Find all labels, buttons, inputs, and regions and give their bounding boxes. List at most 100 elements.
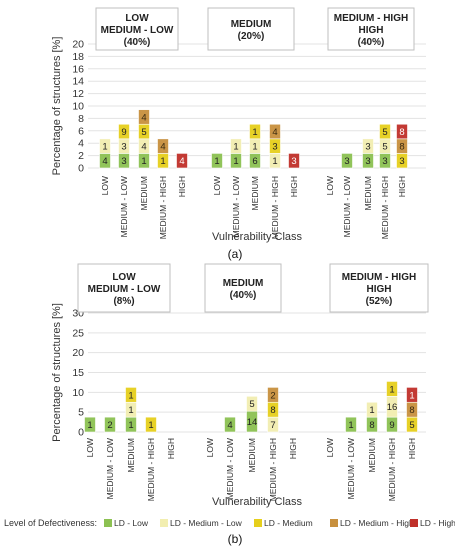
bar-segment xyxy=(386,381,398,397)
bar-segment-label: 4 xyxy=(160,142,165,153)
x-tick-label: MEDIUM xyxy=(126,438,136,472)
group-header-label: MEDIUM xyxy=(223,278,264,289)
bar-segment-label: 3 xyxy=(399,156,404,167)
group-header-label: MEDIUM xyxy=(231,19,272,30)
bar-segment-label: 1 xyxy=(87,420,92,431)
bar-segment-label: 1 xyxy=(272,156,277,167)
bar-segment-label: 4 xyxy=(272,127,277,138)
bar-segment-label: 1 xyxy=(148,420,153,431)
group-header-box xyxy=(327,7,415,51)
bar-segment-label: 3 xyxy=(272,142,277,153)
group-header-label: (20%) xyxy=(238,31,265,42)
bar-segment-label: 3 xyxy=(365,156,370,167)
bar-segment-label: 4 xyxy=(227,420,232,431)
x-tick-label: MEDIUM - HIGH xyxy=(380,176,390,239)
bar-segment xyxy=(138,109,150,125)
group-header-label: HIGH xyxy=(367,284,392,295)
bar-segment-label: 5 xyxy=(249,399,254,410)
bar-segment-label: 1 xyxy=(214,156,219,167)
bar-segment-label: 3 xyxy=(365,142,370,153)
bar-segment xyxy=(345,416,357,433)
bar-segment xyxy=(99,138,111,154)
legend-swatch xyxy=(410,519,418,527)
x-tick-label: MEDIUM - LOW xyxy=(231,176,241,237)
legend-swatch xyxy=(254,519,262,527)
legend-swatch xyxy=(104,519,112,527)
x-tick-label: HIGH xyxy=(407,438,417,459)
bar-segment xyxy=(211,153,223,169)
bar-segment-label: 5 xyxy=(141,127,146,138)
bar-segment-label: 8 xyxy=(399,127,404,138)
bar-segment xyxy=(230,138,242,154)
bar-segment-label: 1 xyxy=(369,405,374,416)
bar-segment-label: 4 xyxy=(179,156,184,167)
group-header-label: LOW xyxy=(125,13,149,24)
bar-segment-label: 3 xyxy=(344,156,349,167)
bar-segment xyxy=(288,153,300,169)
legend: Level of Defectiveness: LD - Low LD - Medi… xyxy=(4,518,455,528)
x-tick-label: LOW xyxy=(325,438,335,457)
x-tick-label: MEDIUM - HIGH xyxy=(270,176,280,239)
group-header-label: MEDIUM - LOW xyxy=(101,25,174,36)
bar-segment-label: 5 xyxy=(382,127,387,138)
bar-segment xyxy=(118,123,130,140)
bar-segment-label: 1 xyxy=(128,420,133,431)
group-header-box xyxy=(77,263,171,313)
bar-segment xyxy=(362,138,374,154)
bar-segment-label: 2 xyxy=(107,420,112,431)
bar-segment-label: 1 xyxy=(128,405,133,416)
legend-item: LD - Low xyxy=(114,518,149,528)
bar-segment-label: 1 xyxy=(252,127,257,138)
group-header-label: (8%) xyxy=(113,296,134,307)
legend-item: LD - Medium xyxy=(264,518,313,528)
bar-segment xyxy=(269,123,281,140)
bar-segment-label: 8 xyxy=(270,405,275,416)
x-tick-label: LOW xyxy=(205,438,215,457)
group-header-label: MEDIUM - HIGH xyxy=(342,272,416,283)
bar-segment-label: 7 xyxy=(270,420,275,431)
group-header-box xyxy=(207,7,295,51)
y-tick-label: 30 xyxy=(72,308,84,320)
group-header-label: (40%) xyxy=(124,37,151,48)
x-tick-label: MEDIUM xyxy=(363,176,373,210)
legend-title: Level of Defectiveness: xyxy=(4,518,97,528)
group-header-box xyxy=(329,263,429,313)
bar-segment-label: 4 xyxy=(102,156,107,167)
bar-segment-label: 4 xyxy=(141,112,146,123)
x-tick-label: MEDIUM - HIGH xyxy=(268,438,278,501)
bar-segment-label: 5 xyxy=(409,420,414,431)
x-tick-label: MEDIUM - LOW xyxy=(346,438,356,499)
y-tick-label: 0 xyxy=(78,163,84,175)
y-axis-label: Percentage of structures [%] xyxy=(51,37,63,176)
bar-segment-label: 1 xyxy=(348,420,353,431)
bar-segment xyxy=(267,387,279,403)
bar-segment xyxy=(224,416,236,433)
y-tick-label: 15 xyxy=(72,367,84,379)
bar-segment xyxy=(84,416,96,433)
x-tick-label: MEDIUM - LOW xyxy=(105,438,115,499)
group-header-box xyxy=(95,7,179,51)
y-tick-label: 5 xyxy=(78,407,84,419)
y-tick-label: 10 xyxy=(72,101,84,113)
bar-segment-label: 3 xyxy=(121,156,126,167)
x-tick-label: MEDIUM - LOW xyxy=(119,176,129,237)
bar-segment-label: 1 xyxy=(128,390,133,401)
x-tick-label: MEDIUM xyxy=(250,176,260,210)
x-tick-label: MEDIUM - LOW xyxy=(342,176,352,237)
bar-segment-label: 8 xyxy=(399,142,404,153)
bar-segment-label: 2 xyxy=(270,390,275,401)
bar-segment xyxy=(341,153,353,169)
group-header-label: MEDIUM - LOW xyxy=(88,284,161,295)
bar-segment-label: 1 xyxy=(389,384,394,395)
x-tick-label: MEDIUM - HIGH xyxy=(146,438,156,501)
y-tick-label: 25 xyxy=(72,327,84,339)
y-tick-label: 2 xyxy=(78,150,84,162)
panel-label: (b) xyxy=(228,532,243,546)
bar-segment-label: 4 xyxy=(141,142,146,153)
bar-segment-label: 1 xyxy=(141,156,146,167)
x-tick-label: LOW xyxy=(325,176,335,195)
legend-item: LD - High xyxy=(420,518,455,528)
legend-swatch xyxy=(160,519,168,527)
